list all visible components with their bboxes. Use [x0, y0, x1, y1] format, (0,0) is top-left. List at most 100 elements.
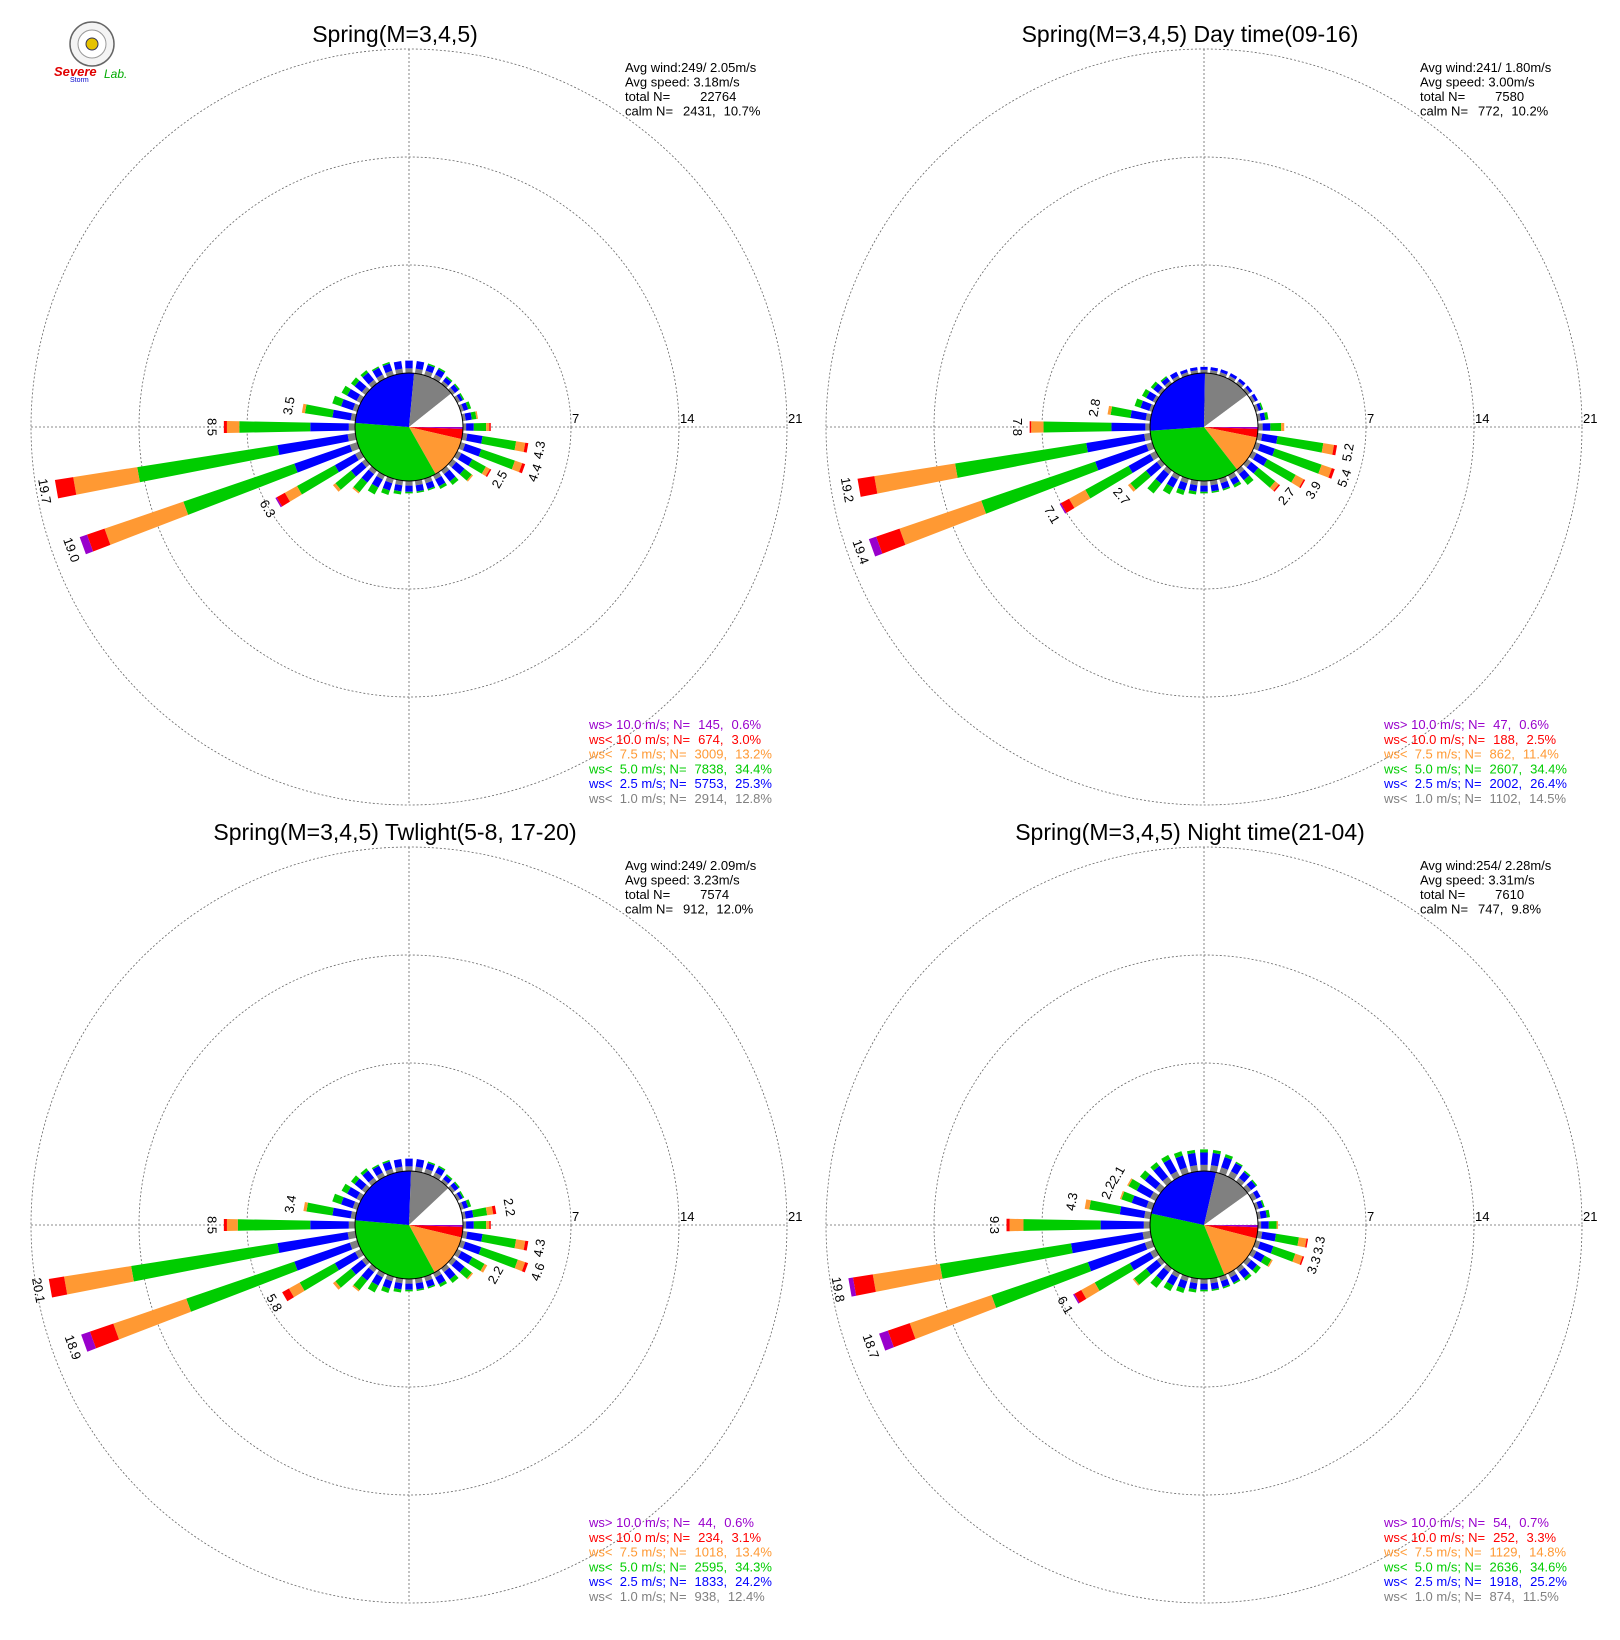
wind-bar-segment	[1261, 1221, 1269, 1229]
pie-slice	[1150, 373, 1206, 431]
wind-bar-segment	[1161, 1154, 1171, 1163]
pie-slice	[355, 422, 436, 482]
wind-bar-segment	[275, 497, 283, 508]
wind-bar-segment	[1270, 423, 1282, 431]
separator: ,	[723, 1574, 727, 1589]
separator: ,	[713, 1515, 717, 1530]
separator: ,	[1500, 902, 1504, 917]
wind-bar-segment	[1291, 474, 1304, 488]
wind-bar-segment	[1176, 1286, 1185, 1294]
wind-bar-segment	[448, 387, 456, 395]
legend-entry: ws> 10.0 m/s; N= 145, 0.6%	[588, 717, 762, 732]
wind-bar-segment	[459, 392, 465, 401]
wind-bar-segment	[1160, 376, 1168, 383]
legend-entry: ws< 10.0 m/s; N= 234, 3.1%	[588, 1530, 762, 1545]
wind-bar-segment	[368, 466, 377, 475]
wind-bar-segment	[1236, 380, 1244, 388]
wind-bar-segment	[376, 1270, 386, 1278]
wind-bar-segment	[1220, 480, 1230, 490]
wind-bar-segment	[473, 423, 487, 431]
wind-bar-segment	[346, 388, 361, 401]
wind-bar-segment	[1249, 1248, 1257, 1258]
pie-outline	[354, 372, 464, 482]
separator: ,	[705, 902, 709, 917]
stat-label: total N=	[1420, 89, 1465, 104]
pie-slice	[1204, 373, 1248, 427]
wind-bar-segment	[1256, 1230, 1263, 1239]
stat-value: 7574	[700, 887, 729, 902]
wind-bar-segment	[405, 485, 413, 492]
wind-bar-segment	[376, 1172, 386, 1180]
wind-bar-segment	[1253, 1202, 1259, 1210]
wind-bar-segment	[1107, 405, 1113, 415]
pie-slice	[1204, 427, 1257, 470]
wind-bar-segment	[113, 1298, 192, 1340]
legend-entry: ws< 2.5 m/s; N= 5753, 25.3%	[588, 776, 772, 791]
wind-bar-segment	[1200, 1152, 1208, 1165]
wind-bar-segment	[395, 1277, 404, 1284]
wind-bar-segment	[939, 1243, 1073, 1279]
wind-bar-segment	[360, 1168, 369, 1176]
wind-bar-segment	[427, 363, 436, 368]
wind-bar-segment	[226, 1219, 238, 1231]
wind-bar-segment	[1261, 1231, 1277, 1242]
wind-bar-segment	[879, 1330, 894, 1351]
wind-bar-segment	[1175, 1155, 1187, 1170]
wind-bar-segment	[277, 1232, 349, 1253]
wind-bar-segment	[395, 368, 404, 375]
wind-bar-segment	[1243, 1257, 1252, 1266]
wind-bar-segment	[1235, 1161, 1243, 1167]
wind-bar-segment	[54, 477, 77, 499]
separator: ,	[1518, 761, 1522, 776]
legend-name: ws< 1.0 m/s; N=	[588, 791, 687, 806]
wind-bar-segment	[1328, 468, 1335, 479]
wind-bar-segment	[1029, 421, 1032, 433]
wind-rose-panel: 7 14 213.33.36.118.719.89.34.32.22.1Spring…	[825, 819, 1597, 1604]
stat-label: calm N=	[625, 902, 673, 917]
stat-value: 22764	[700, 89, 736, 104]
wind-bar-segment	[1144, 1210, 1152, 1220]
legend-share: 12.4%	[728, 1589, 765, 1604]
wind-bar-segment	[340, 1197, 356, 1209]
wind-bar-segment	[382, 1159, 390, 1164]
stat-line: calm N= 772, 10.2%	[1420, 104, 1549, 119]
wind-bar-segment	[454, 1193, 461, 1202]
separator: ,	[1511, 1589, 1515, 1604]
separator: ,	[1518, 1574, 1522, 1589]
legend-share: 12.8%	[735, 791, 772, 806]
wind-bar-segment	[332, 409, 352, 421]
legend-share: 14.8%	[1529, 1545, 1566, 1560]
wind-bar-segment	[354, 1178, 367, 1191]
wind-bar-segment	[1245, 385, 1253, 394]
wind-bar-segment	[450, 1182, 459, 1192]
legend-entry: ws< 5.0 m/s; N= 2607, 34.4%	[1383, 761, 1567, 776]
wind-bar-segment	[361, 386, 370, 395]
wind-bar-segment	[481, 466, 490, 477]
stat-value: 2431	[683, 104, 712, 119]
legend-name: ws< 7.5 m/s; N=	[588, 1545, 687, 1560]
wind-bar-segment	[1142, 1230, 1152, 1240]
wind-bar-segment	[1136, 1183, 1154, 1199]
wind-bar-segment	[350, 377, 360, 387]
wind-bar-segment	[1260, 1199, 1265, 1208]
pie-slice	[1149, 1213, 1225, 1279]
wind-bar-segment	[1200, 1283, 1208, 1290]
legend-count: 2002	[1490, 776, 1519, 791]
wind-bar-segment	[1209, 479, 1218, 486]
wind-bar-segment	[1332, 444, 1338, 456]
wind-bar-segment	[1031, 421, 1044, 433]
legend-entry: ws< 10.0 m/s; N= 252, 3.3%	[1383, 1530, 1557, 1545]
wind-bar-segment	[1084, 1199, 1091, 1210]
legend-share: 13.2%	[735, 747, 772, 762]
wind-bar-segment	[1276, 1221, 1279, 1229]
pie-slice	[1204, 427, 1258, 430]
wind-bar-segment	[296, 465, 339, 495]
wind-bar-segment	[445, 376, 453, 383]
stat-label: total N=	[1420, 887, 1465, 902]
wind-bar-segment	[239, 421, 311, 433]
legend-count: 234	[698, 1530, 720, 1545]
wind-bar-segment	[393, 1159, 403, 1168]
stat-line: Avg speed: 3.23m/s	[625, 873, 740, 888]
legend-entry: ws< 5.0 m/s; N= 7838, 34.4%	[588, 761, 772, 776]
legend-name: ws< 2.5 m/s; N=	[588, 1574, 687, 1589]
